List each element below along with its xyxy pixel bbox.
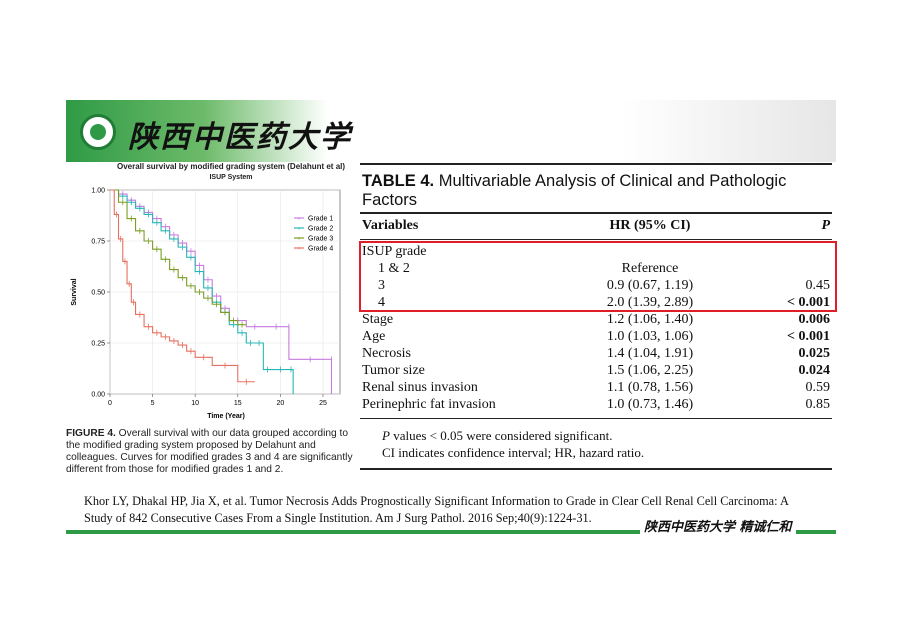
table-cell-hr: 0.9 (0.67, 1.19) (606, 278, 694, 293)
footer-logo: 陕西中医药大学 精诚仁和 (640, 516, 796, 535)
legend-marker: + (297, 247, 301, 253)
x-tick-label: 20 (276, 400, 284, 407)
university-name: 陕西中医药大学 (128, 120, 352, 155)
legend-label: Grade 4 (308, 246, 333, 253)
x-axis-label: Time (Year) (207, 413, 245, 420)
table-cell-variable: 1 & 2 (378, 261, 410, 276)
legend-marker: + (297, 217, 301, 223)
y-tick-label: 0.00 (91, 392, 105, 399)
x-tick-label: 5 (151, 400, 155, 407)
header-banner (66, 100, 836, 162)
y-tick-label: 0.25 (91, 341, 105, 348)
y-axis-label: Survival (71, 278, 78, 305)
table-cell-variable: 4 (378, 295, 385, 310)
table-title-text: Multivariable Analysis of Clinical and P… (362, 172, 787, 209)
x-tick-label: 25 (319, 400, 327, 407)
table-cell-p: 0.006 (798, 312, 831, 327)
logo-emblem-icon (90, 124, 106, 140)
y-tick-label: 0.75 (91, 239, 105, 246)
table-cell-p: 0.45 (805, 278, 831, 293)
col-header-hr: HR (95% CI) (609, 218, 691, 233)
x-tick-label: 10 (191, 400, 199, 407)
table-header-rule (360, 212, 832, 214)
table-cell-hr: 1.0 (0.73, 1.46) (606, 397, 694, 412)
survival-curve-3 (110, 189, 247, 326)
table-cell-hr: Reference (621, 261, 679, 276)
plot-subtitle: ISUP System (209, 174, 253, 181)
table-cell-variable: Stage (362, 312, 394, 327)
table-title-label: TABLE 4. (362, 172, 435, 190)
table-cell-p: 0.025 (798, 346, 831, 361)
col-header-variables: Variables (362, 218, 419, 233)
caption-text: Overall survival with our data grouped a… (66, 428, 353, 475)
table-cell-hr: 1.5 (1.06, 2.25) (606, 363, 694, 378)
note-1-text: values < 0.05 were considered significan… (389, 428, 613, 443)
legend-label: Grade 1 (308, 216, 333, 223)
table-end-rule (360, 468, 832, 470)
caption-label: FIGURE 4. (66, 428, 116, 439)
y-tick-label: 1.00 (91, 188, 105, 195)
table-cell-hr: 1.2 (1.06, 1.40) (606, 312, 694, 327)
legend-label: Grade 3 (308, 236, 333, 243)
table-cell-variable: Perinephric fat invasion (362, 397, 496, 412)
table-cell-variable: Renal sinus invasion (362, 380, 478, 395)
footer-bar (66, 530, 836, 534)
table-subheader-rule (360, 239, 832, 240)
legend-marker: + (297, 227, 301, 233)
table-bottom-rule (360, 418, 832, 419)
table-cell-p: 0.85 (805, 397, 831, 412)
isup-highlight-box (359, 241, 837, 312)
x-tick-label: 15 (234, 400, 242, 407)
table-cell-p: < 0.001 (787, 329, 830, 344)
y-tick-label: 0.50 (91, 290, 105, 297)
table-cell-hr: 1.1 (0.78, 1.56) (606, 380, 694, 395)
table-note-significance: P values < 0.05 were considered signific… (382, 428, 613, 443)
table-title: TABLE 4. Multivariable Analysis of Clini… (362, 172, 832, 210)
survival-curve-4 (110, 189, 255, 383)
table-cell-p: < 0.001 (787, 295, 830, 310)
x-tick-label: 0 (108, 400, 112, 407)
plot-title: Overall survival by modified grading sys… (116, 162, 346, 171)
figure-caption: FIGURE 4. Overall survival with our data… (66, 428, 354, 476)
table-cell-hr: 1.4 (1.04, 1.91) (606, 346, 694, 361)
table-cell-hr: 2.0 (1.39, 2.89) (606, 295, 694, 310)
legend-label: Grade 2 (308, 226, 333, 233)
legend-marker: + (297, 237, 301, 243)
table-cell-variable: Tumor size (362, 363, 425, 378)
table-cell-variable: 3 (378, 278, 385, 293)
table-note-abbrev: CI indicates confidence interval; HR, ha… (382, 445, 645, 460)
table-cell-variable: ISUP grade (362, 244, 427, 259)
table-cell-variable: Necrosis (362, 346, 411, 361)
table-cell-variable: Age (362, 329, 386, 344)
table-cell-hr: 1.0 (1.03, 1.06) (606, 329, 694, 344)
table-cell-p: 0.59 (805, 380, 831, 395)
table-top-rule (360, 163, 832, 165)
citation-text: Khor LY, Dhakal HP, Jia X, et al. Tumor … (84, 494, 789, 525)
survival-plot: 0 5 10 15 20 25 0.00 0.25 0.50 0.75 1.00 + Grade 1 +… (71, 188, 341, 420)
col-header-p: P (821, 218, 830, 233)
table-cell-p: 0.024 (798, 363, 831, 378)
